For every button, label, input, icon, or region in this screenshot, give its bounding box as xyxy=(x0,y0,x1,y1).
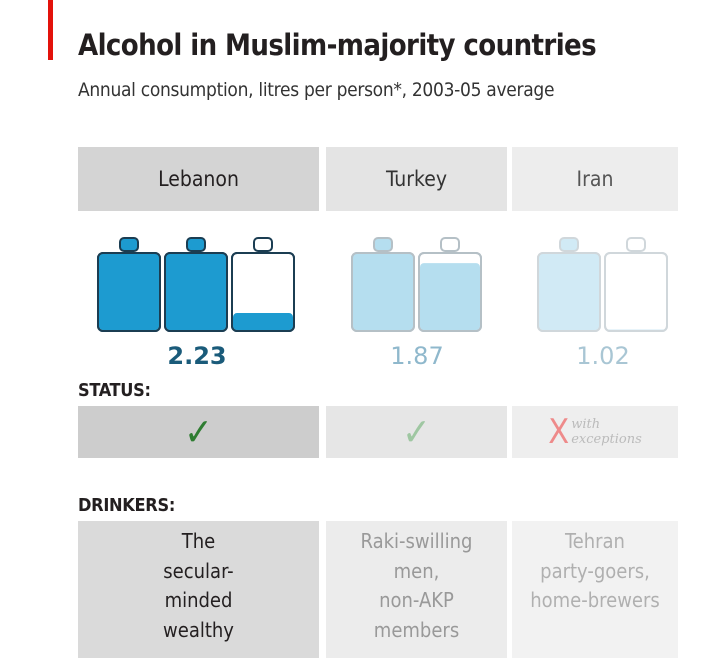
value-label: 1.02 xyxy=(576,342,629,370)
category-label: Lebanon xyxy=(158,167,239,191)
drinkers-cell-iran: Tehran party-goers, home-brewers xyxy=(512,521,678,658)
status-cell-lebanon: ✓ xyxy=(78,406,319,458)
drinkers-label: DRINKERS: xyxy=(78,495,176,516)
bottle-icon xyxy=(164,237,228,332)
drinkers-text: Raki-swilling men, non-AKP members xyxy=(360,529,473,642)
value-label: 1.87 xyxy=(390,342,443,370)
chart-subtitle: Annual consumption, litres per person*, … xyxy=(78,79,555,101)
check-icon: ✓ xyxy=(402,410,431,454)
bottle-icon xyxy=(231,237,295,332)
drinkers-text: The secular- minded wealthy xyxy=(163,529,234,642)
bottle-icon xyxy=(537,237,601,332)
bottle-icon xyxy=(604,237,668,332)
accent-bar xyxy=(48,0,53,60)
status-label: STATUS: xyxy=(78,380,151,401)
value-label: 2.23 xyxy=(167,342,226,370)
bottle-chart: 2.23 1.87 1.02 xyxy=(97,237,668,370)
check-icon: ✓ xyxy=(184,410,213,454)
category-label: Turkey xyxy=(385,167,448,191)
cross-icon: X xyxy=(548,412,570,452)
bottle-icon xyxy=(418,237,482,332)
chart-title: Alcohol in Muslim-majority countries xyxy=(78,28,597,62)
drinkers-cell-lebanon: The secular- minded wealthy xyxy=(78,521,319,658)
drinkers-text: Tehran party-goers, home-brewers xyxy=(530,529,660,612)
exception-note: with exceptions xyxy=(571,417,642,447)
column-header-turkey: Turkey xyxy=(326,147,507,211)
bottle-icon xyxy=(351,237,415,332)
bottle-icon xyxy=(97,237,161,332)
column-header-iran: Iran xyxy=(512,147,678,211)
category-label: Iran xyxy=(576,167,614,191)
status-cell-iran: X with exceptions xyxy=(512,406,678,458)
column-header-lebanon: Lebanon xyxy=(78,147,319,211)
drinkers-cell-turkey: Raki-swilling men, non-AKP members xyxy=(326,521,507,658)
status-cell-turkey: ✓ xyxy=(326,406,507,458)
